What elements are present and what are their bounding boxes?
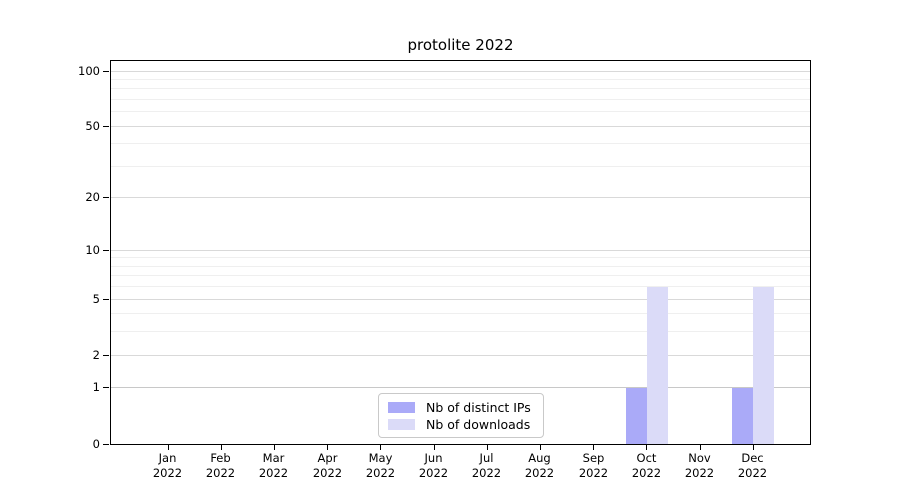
gridline-major — [111, 71, 810, 72]
gridline-minor — [111, 275, 810, 276]
gridline-minor — [111, 266, 810, 267]
x-tick-mark — [274, 444, 275, 450]
legend-item-downloads: Nb of downloads — [388, 417, 535, 432]
gridline-minor — [111, 166, 810, 167]
gridline-major — [111, 197, 810, 198]
x-tick-mark — [487, 444, 488, 450]
gridline-minor — [111, 99, 810, 100]
y-tick-mark — [103, 126, 109, 127]
y-tick-label: 100 — [78, 64, 100, 78]
x-tick-mark — [434, 444, 435, 450]
x-tick-mark — [646, 444, 647, 450]
x-tick-label-apr: Apr 2022 — [312, 451, 343, 480]
y-tick-mark — [103, 299, 109, 300]
distinct-ips-swatch — [388, 402, 415, 413]
x-tick-label-mar: Mar 2022 — [258, 451, 289, 480]
x-tick-label-feb: Feb 2022 — [205, 451, 236, 480]
gridline-minor — [111, 313, 810, 314]
y-tick-mark — [103, 197, 109, 198]
y-tick-label: 0 — [92, 437, 100, 451]
y-tick-mark — [103, 444, 109, 445]
bar-distinct-ips-dec — [732, 388, 754, 444]
bar-downloads-dec — [753, 286, 775, 444]
x-tick-mark — [380, 444, 381, 450]
x-tick-label-dec: Dec 2022 — [737, 451, 768, 480]
y-tick-mark — [103, 250, 109, 251]
bar-downloads-oct — [646, 286, 668, 444]
gridline-minor — [111, 257, 810, 258]
legend-item-distinct-ips: Nb of distinct IPs — [388, 400, 535, 415]
x-tick-mark — [168, 444, 169, 450]
chart-title: protolite 2022 — [407, 36, 514, 54]
x-tick-mark — [221, 444, 222, 450]
x-tick-label-may: May 2022 — [365, 451, 396, 480]
x-tick-mark — [753, 444, 754, 450]
gridline-major — [111, 126, 810, 127]
x-tick-mark — [700, 444, 701, 450]
gridline-minor — [111, 286, 810, 287]
gridline-minor — [111, 79, 810, 80]
gridline-minor — [111, 331, 810, 332]
gridline-minor — [111, 143, 810, 144]
legend: Nb of distinct IPs Nb of downloads — [378, 393, 544, 438]
y-tick-mark — [103, 71, 109, 72]
legend-label-distinct-ips: Nb of distinct IPs — [426, 400, 531, 415]
y-tick-label: 10 — [85, 243, 100, 257]
y-tick-label: 50 — [85, 119, 100, 133]
x-tick-label-nov: Nov 2022 — [684, 451, 715, 480]
y-tick-label: 5 — [92, 292, 100, 306]
gridline-major — [111, 299, 810, 300]
x-tick-label-jul: Jul 2022 — [471, 451, 502, 480]
gridline-minor — [111, 111, 810, 112]
gridline-major — [111, 250, 810, 251]
x-tick-mark — [540, 444, 541, 450]
y-tick-label: 20 — [85, 190, 100, 204]
gridline-major — [111, 355, 810, 356]
x-tick-mark — [327, 444, 328, 450]
x-tick-label-jan: Jan 2022 — [152, 451, 183, 480]
x-tick-label-jun: Jun 2022 — [418, 451, 449, 480]
legend-label-downloads: Nb of downloads — [426, 417, 531, 432]
y-tick-label: 1 — [92, 380, 100, 394]
x-tick-mark — [593, 444, 594, 450]
downloads-swatch — [388, 419, 415, 430]
x-tick-label-oct: Oct 2022 — [631, 451, 662, 480]
y-tick-mark — [103, 387, 109, 388]
bar-distinct-ips-oct — [625, 388, 647, 444]
x-tick-label-aug: Aug 2022 — [524, 451, 555, 480]
y-tick-mark — [103, 355, 109, 356]
y-tick-label: 2 — [92, 348, 100, 362]
gridline-minor — [111, 88, 810, 89]
plot-area — [110, 60, 811, 445]
x-tick-label-sep: Sep 2022 — [578, 451, 609, 480]
gridline-major — [111, 387, 810, 388]
